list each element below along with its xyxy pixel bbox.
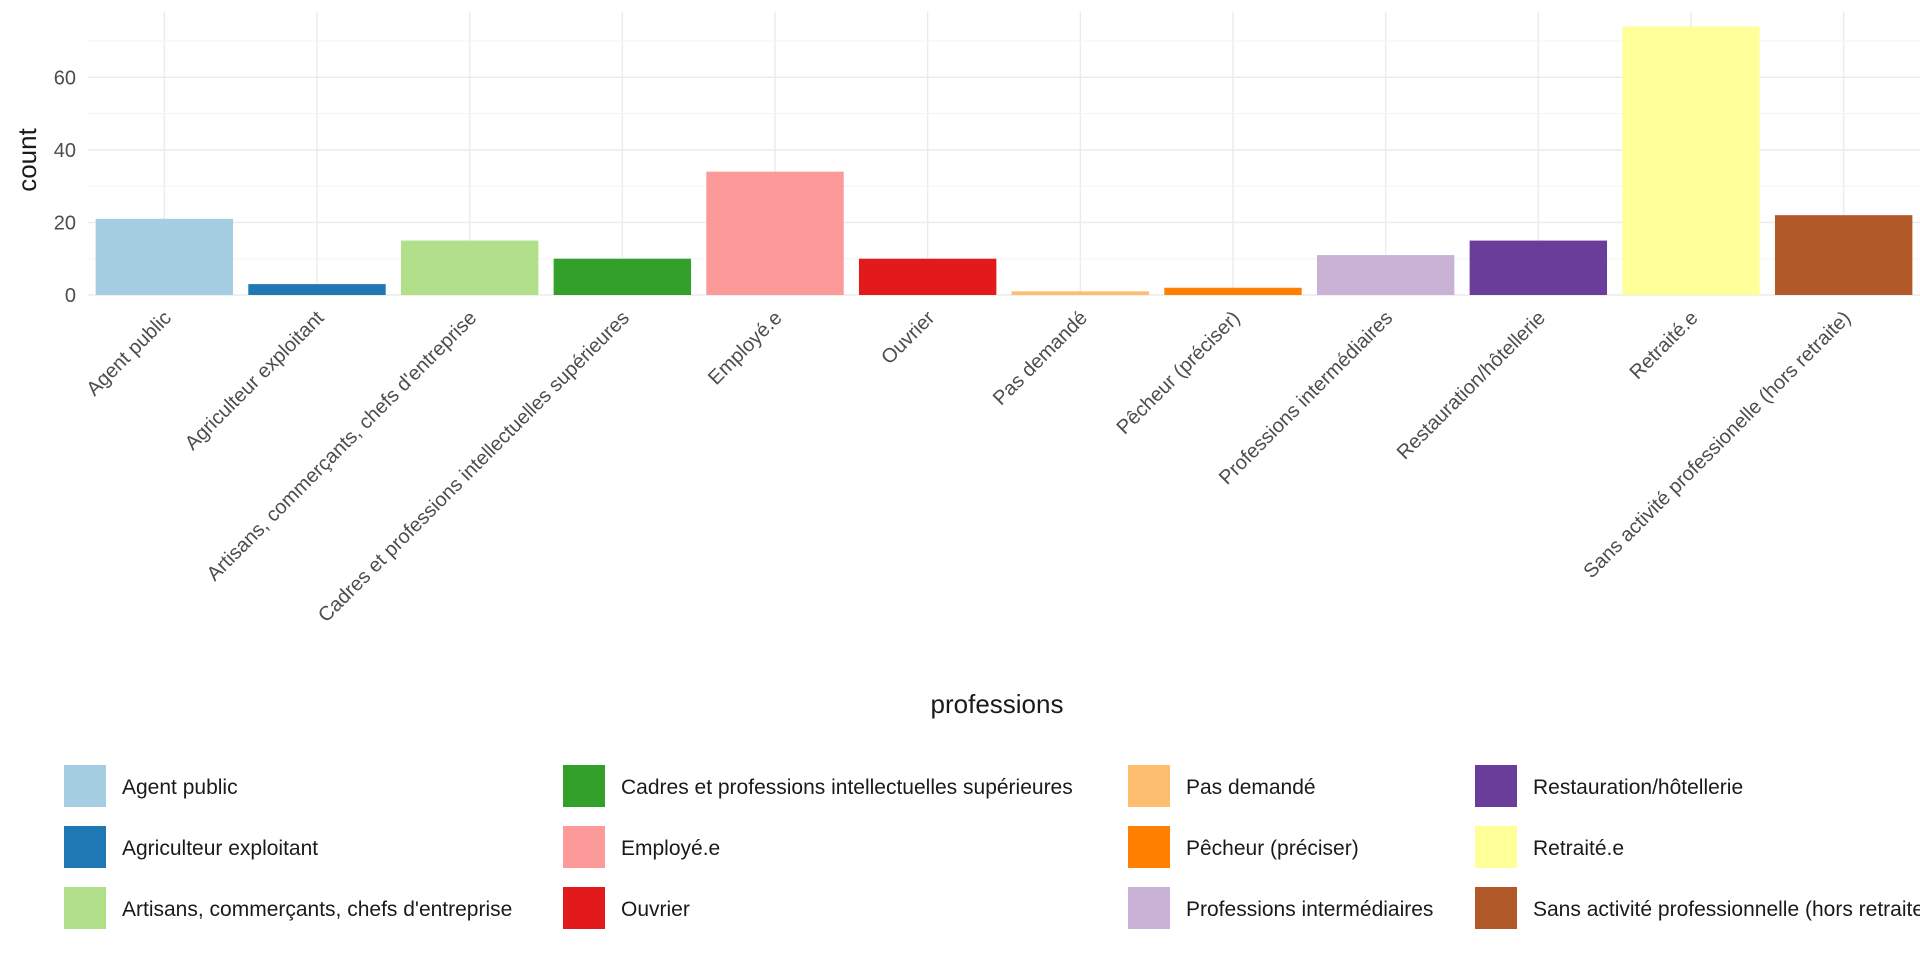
x-axis-ticks: Agent public Agriculteur exploitantArtisa… bbox=[82, 307, 1855, 627]
legend-label: Pêcheur (préciser) bbox=[1186, 837, 1359, 860]
grid-lines bbox=[88, 12, 1920, 296]
legend-label: Cadres et professions intellectuelles su… bbox=[621, 776, 1073, 799]
legend-label: Employé.e bbox=[621, 837, 720, 860]
x-tick-label: Cadres et professions intellectuelles su… bbox=[314, 307, 634, 627]
y-axis-ticks: 0 20 40 60 bbox=[54, 67, 76, 307]
bar bbox=[858, 258, 997, 295]
legend-label: Restauration/hôtellerie bbox=[1533, 776, 1743, 799]
bar bbox=[1164, 287, 1302, 295]
bar bbox=[553, 258, 692, 295]
y-tick-label: 20 bbox=[54, 212, 76, 234]
legend-label: Agriculteur exploitant bbox=[122, 837, 318, 860]
legend-label: Agent public bbox=[122, 776, 238, 799]
bar bbox=[95, 218, 234, 295]
x-tick-label: Employé.e bbox=[704, 307, 786, 389]
x-tick-label: Restauration/hôtellerie bbox=[1393, 307, 1550, 464]
bar bbox=[1774, 215, 1913, 295]
legend: Agent public Agriculteur exploitant Artisa… bbox=[64, 765, 1920, 929]
y-tick-label: 60 bbox=[54, 67, 76, 89]
legend-label: Professions intermédiaires bbox=[1186, 898, 1433, 921]
y-tick-label: 0 bbox=[65, 285, 76, 307]
x-tick-label: Agriculteur exploitant bbox=[181, 307, 329, 455]
y-axis-title: count bbox=[12, 127, 42, 191]
x-tick-label: Pas demandé bbox=[989, 307, 1092, 410]
x-tick-label: Sans activité professionelle (hors retra… bbox=[1579, 307, 1855, 583]
legend-label: Retraité.e bbox=[1533, 837, 1624, 860]
legend-label: Sans activité professionnelle (hors retr… bbox=[1533, 898, 1920, 921]
legend-swatch bbox=[1475, 765, 1517, 807]
x-tick-label: Agent public bbox=[82, 307, 175, 400]
bar bbox=[248, 284, 386, 295]
legend-swatch bbox=[563, 765, 605, 807]
bar bbox=[1622, 26, 1760, 296]
legend-swatch bbox=[64, 826, 106, 868]
legend-swatch bbox=[1475, 887, 1517, 929]
x-axis-title: professions bbox=[931, 689, 1064, 719]
legend-swatch bbox=[563, 887, 605, 929]
bar bbox=[1469, 240, 1608, 295]
legend-label: Artisans, commerçants, chefs d'entrepris… bbox=[122, 898, 512, 921]
legend-swatch bbox=[1128, 765, 1170, 807]
legend-swatch bbox=[1128, 826, 1170, 868]
legend-label: Ouvrier bbox=[621, 898, 690, 921]
legend-swatch bbox=[64, 765, 106, 807]
bar bbox=[706, 171, 844, 295]
x-tick-label: Retraité.e bbox=[1626, 307, 1703, 384]
legend-label: Pas demandé bbox=[1186, 776, 1316, 799]
x-tick-label: Pêcheur (préciser) bbox=[1113, 307, 1245, 439]
bar bbox=[1011, 291, 1150, 295]
x-tick-label: Artisans, commerçants, chefs d'entrepris… bbox=[203, 307, 481, 585]
x-tick-label: Ouvrier bbox=[877, 307, 939, 369]
bars bbox=[95, 26, 1913, 296]
legend-swatch bbox=[1475, 826, 1517, 868]
x-tick-label: Professions intermédiaires bbox=[1215, 307, 1397, 489]
legend-swatch bbox=[64, 887, 106, 929]
legend-swatch bbox=[1128, 887, 1170, 929]
bar bbox=[400, 240, 539, 295]
legend-swatch bbox=[563, 826, 605, 868]
bar bbox=[1316, 255, 1455, 295]
y-tick-label: 40 bbox=[54, 140, 76, 162]
